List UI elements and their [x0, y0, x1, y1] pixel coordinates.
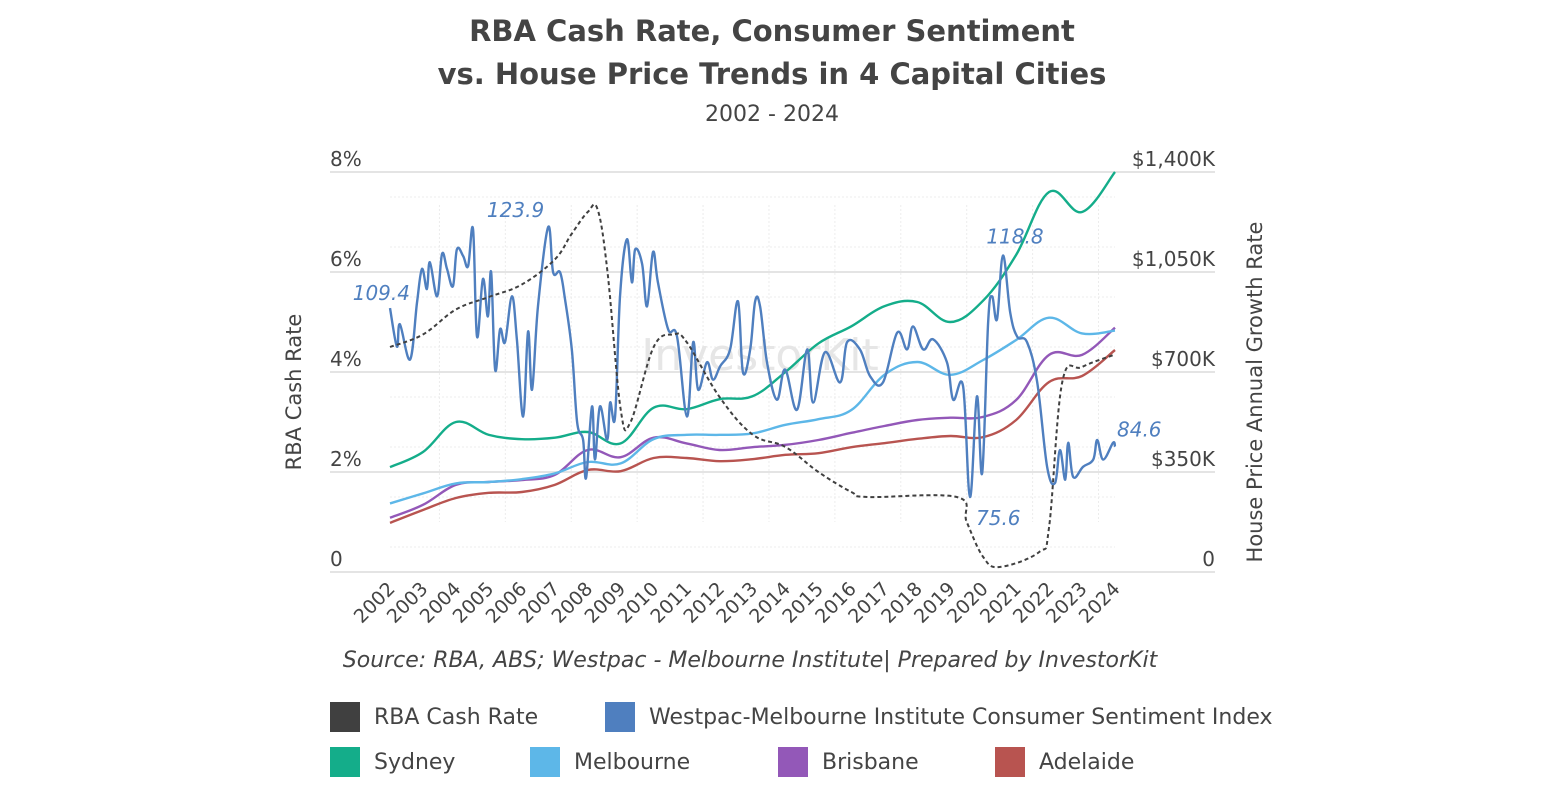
right-axis-tick-label: $1,050K [1132, 247, 1216, 271]
legend-swatch [330, 747, 360, 777]
left-axis-tick-label: 6% [330, 247, 362, 271]
data-label-annotation: 123.9 [487, 198, 544, 222]
left-axis-tick-label: 4% [330, 347, 362, 371]
left-axis-tick-label: 8% [330, 147, 362, 171]
legend-label: Sydney [374, 749, 456, 775]
legend-swatch [530, 747, 560, 777]
data-label-annotation: 118.8 [986, 225, 1043, 249]
legend-item-melbourne[interactable]: Melbourne [530, 747, 690, 777]
series-line-sydney [389, 171, 1116, 469]
legend-item-adelaide[interactable]: Adelaide [995, 747, 1134, 777]
right-axis-title: House Price Annual Growth Rate [1243, 222, 1267, 563]
legend-label: Westpac-Melbourne Institute Consumer Sen… [649, 704, 1273, 730]
right-axis-tick-label: $700K [1151, 347, 1216, 371]
left-axis-title: RBA Cash Rate [282, 314, 306, 471]
data-label-annotation: 84.6 [1117, 418, 1162, 442]
legend-swatch [995, 747, 1025, 777]
legend-item-brisbane[interactable]: Brisbane [778, 747, 919, 777]
left-axis-tick-label: 0 [330, 547, 343, 571]
chart-title-line-1: RBA Cash Rate, Consumer Sentiment [469, 14, 1075, 48]
legend-swatch [605, 702, 635, 732]
series-line-adelaide [389, 349, 1116, 524]
data-label-annotation: 75.6 [976, 506, 1021, 530]
legend-label: Melbourne [574, 749, 691, 775]
chart-subtitle: 2002 - 2024 [705, 102, 839, 127]
chart-title-line-2: vs. House Price Trends in 4 Capital Citi… [437, 57, 1107, 91]
series-line-rba-cash-rate [389, 203, 1116, 569]
left-axis-tick-label: 2% [330, 447, 362, 471]
data-label-annotation: 109.4 [353, 281, 410, 305]
right-axis-tick-label: 0 [1202, 547, 1215, 571]
legend-item-rba-cash-rate[interactable]: RBA Cash Rate [330, 702, 538, 732]
source-note: Source: RBA, ABS; Westpac - Melbourne In… [342, 648, 1158, 673]
right-axis-tick-label: $350K [1151, 447, 1216, 471]
legend-label: RBA Cash Rate [374, 704, 539, 730]
right-axis-tick-label: $1,400K [1132, 147, 1216, 171]
legend-swatch [330, 702, 360, 732]
legend-label: Brisbane [822, 749, 919, 775]
series-line-westpac-melbourne-institute-consumer-sentiment-index [388, 225, 1117, 499]
legend-item-consumer-sentiment[interactable]: Westpac-Melbourne Institute Consumer Sen… [605, 702, 1273, 732]
legend-item-sydney[interactable]: Sydney [330, 747, 455, 777]
legend-swatch [778, 747, 808, 777]
legend-label: Adelaide [1039, 749, 1135, 775]
